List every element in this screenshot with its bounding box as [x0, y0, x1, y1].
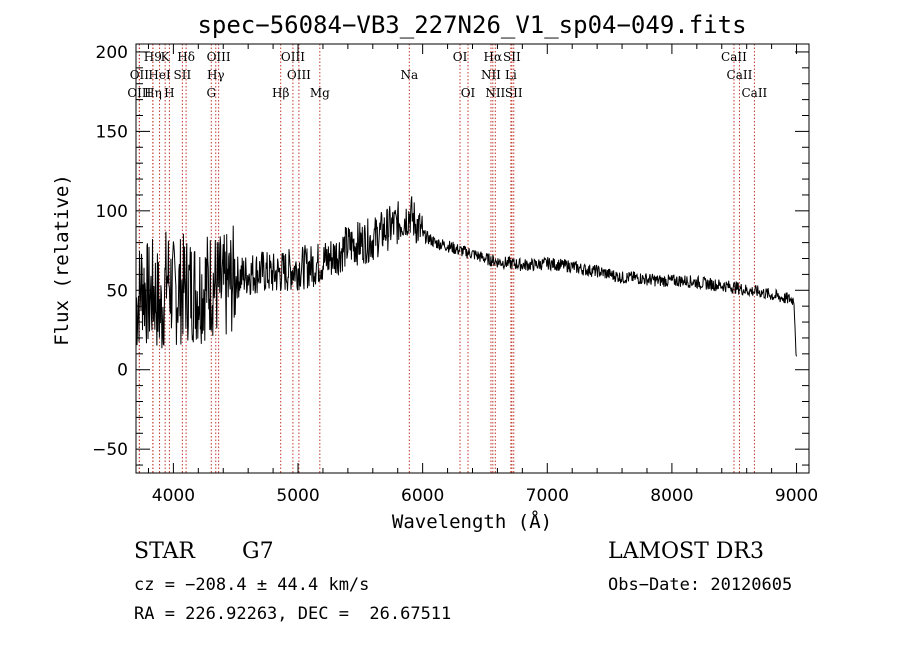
line-label: H9	[144, 50, 162, 64]
x-tick-label: 7000	[526, 486, 569, 506]
y-tick-label: −50	[92, 440, 128, 460]
spectrum-series-line	[135, 196, 797, 357]
line-label: SII	[505, 86, 523, 100]
line-label: SII	[174, 68, 192, 82]
line-label: OIII	[287, 68, 311, 82]
line-label: NII	[485, 86, 505, 100]
y-tick-label: 150	[96, 122, 128, 142]
line-label: CaII	[721, 50, 747, 64]
line-label: Hγ	[207, 68, 225, 82]
y-tick-label: 200	[96, 43, 128, 63]
x-tick-label: 9000	[775, 486, 818, 506]
line-label: OI	[461, 86, 476, 100]
line-label: Hη	[144, 86, 162, 100]
line-label: OI	[453, 50, 468, 64]
line-label: NII	[481, 68, 501, 82]
line-label: K	[161, 50, 171, 64]
plot-frame	[135, 43, 810, 474]
y-axis-ticks: −50 0 50 100 150 200	[92, 43, 809, 466]
line-label: Hβ	[272, 86, 289, 100]
line-label: Mg	[310, 86, 330, 100]
x-axis-ticks: 4000 5000 6000 7000 8000 9000	[147, 44, 818, 506]
y-tick-label: 0	[117, 361, 128, 381]
line-label: OIII	[281, 50, 305, 64]
y-tick-label: 50	[106, 281, 128, 301]
x-tick-label: 8000	[650, 486, 693, 506]
redshift-cz: cz = −208.4 ± 44.4 km/s	[134, 575, 369, 595]
x-tick-label: 5000	[276, 486, 319, 506]
chart-title: spec−56084−VB3_227N26_V1_sp04−049.fits	[197, 11, 746, 39]
line-label: CaII	[741, 86, 767, 100]
x-tick-label: 6000	[401, 486, 444, 506]
line-label: Na	[400, 68, 418, 82]
line-label: G	[206, 86, 216, 100]
line-label: OII	[130, 68, 150, 82]
line-label: SII	[503, 50, 521, 64]
line-label: Hδ	[177, 50, 195, 64]
line-label: H	[164, 86, 174, 100]
obs-date: Obs−Date: 20120605	[608, 575, 792, 595]
x-axis-label: Wavelength (Å)	[392, 510, 552, 533]
line-label: Hα	[484, 50, 503, 64]
line-label: Li	[505, 68, 517, 82]
x-tick-label: 4000	[152, 486, 195, 506]
line-label: HeI	[148, 68, 171, 82]
y-axis-label: Flux (relative)	[51, 174, 73, 346]
line-label: CaII	[727, 68, 753, 82]
line-label: OIII	[207, 50, 231, 64]
y-tick-label: 100	[96, 202, 128, 222]
ra-dec: RA = 226.92263, DEC = 26.67511	[134, 604, 451, 624]
subclass: G7	[242, 539, 274, 564]
line-label: OIII	[127, 86, 151, 100]
survey-name: LAMOST DR3	[608, 539, 764, 564]
object-class: STAR	[134, 539, 196, 564]
